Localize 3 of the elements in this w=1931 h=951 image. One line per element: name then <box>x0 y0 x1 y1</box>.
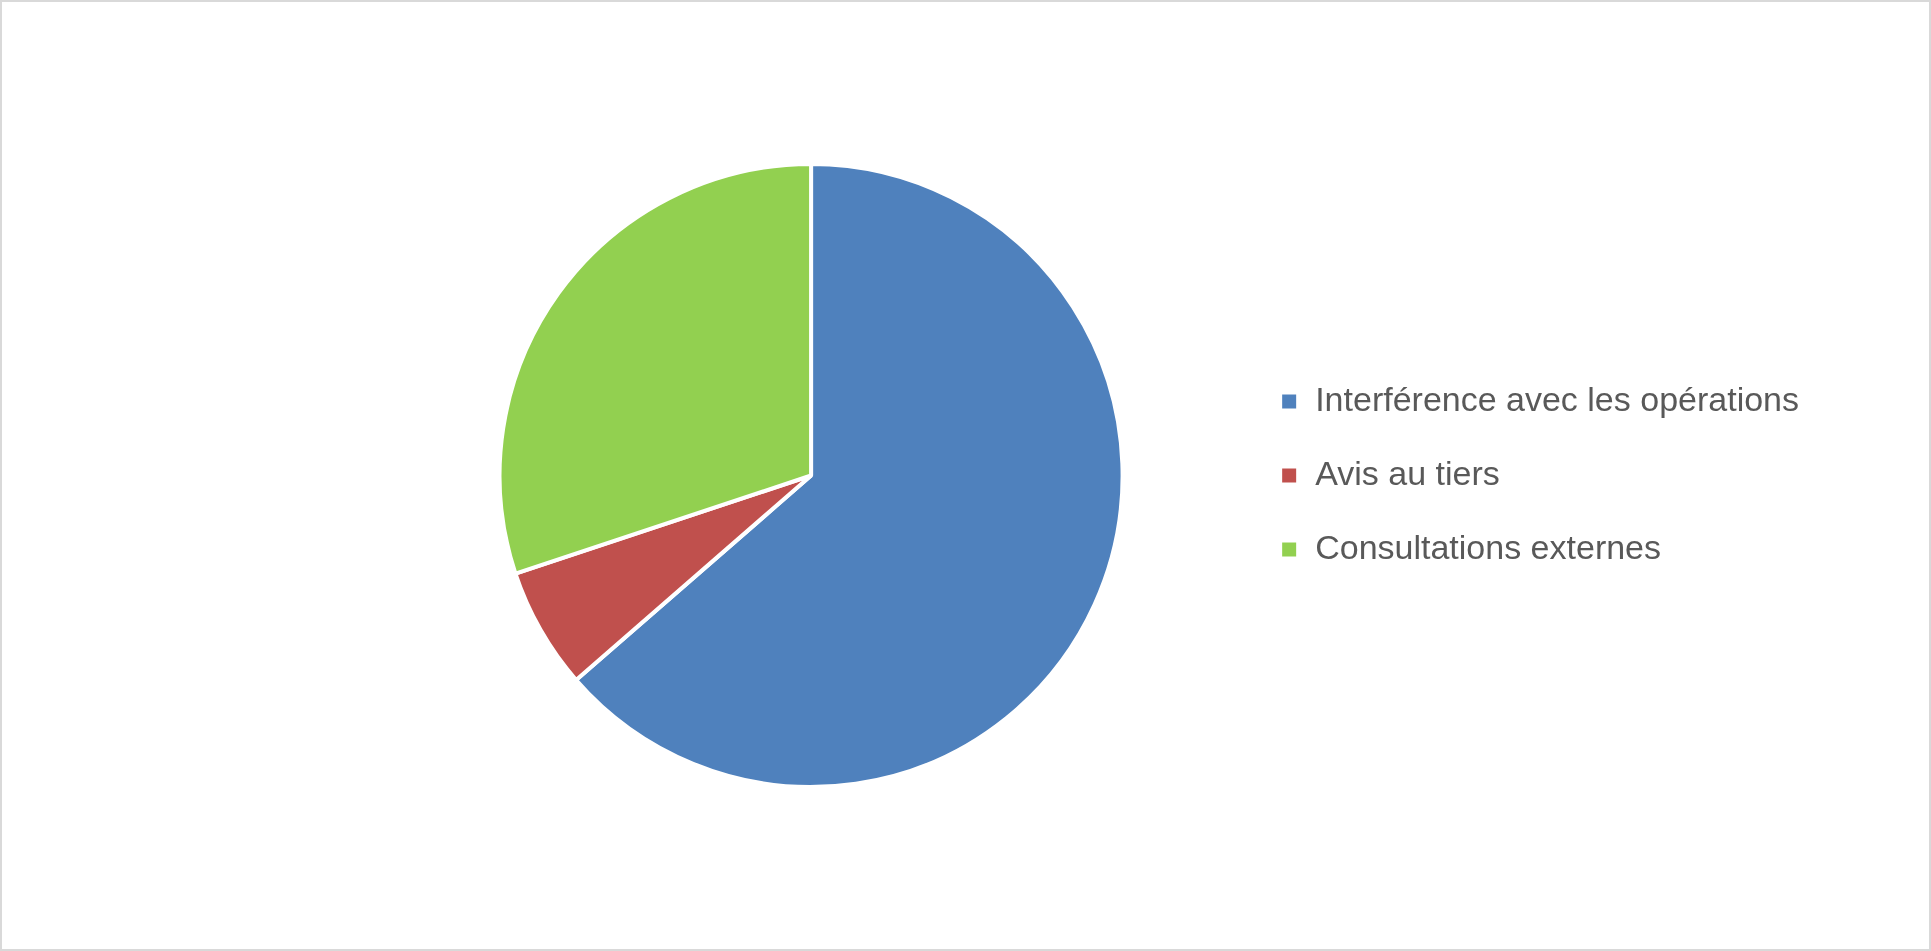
legend-label: Consultations externes <box>1315 527 1662 566</box>
legend-label: Interférence avec les opérations <box>1315 379 1800 418</box>
legend-label: Avis au tiers <box>1315 453 1500 492</box>
